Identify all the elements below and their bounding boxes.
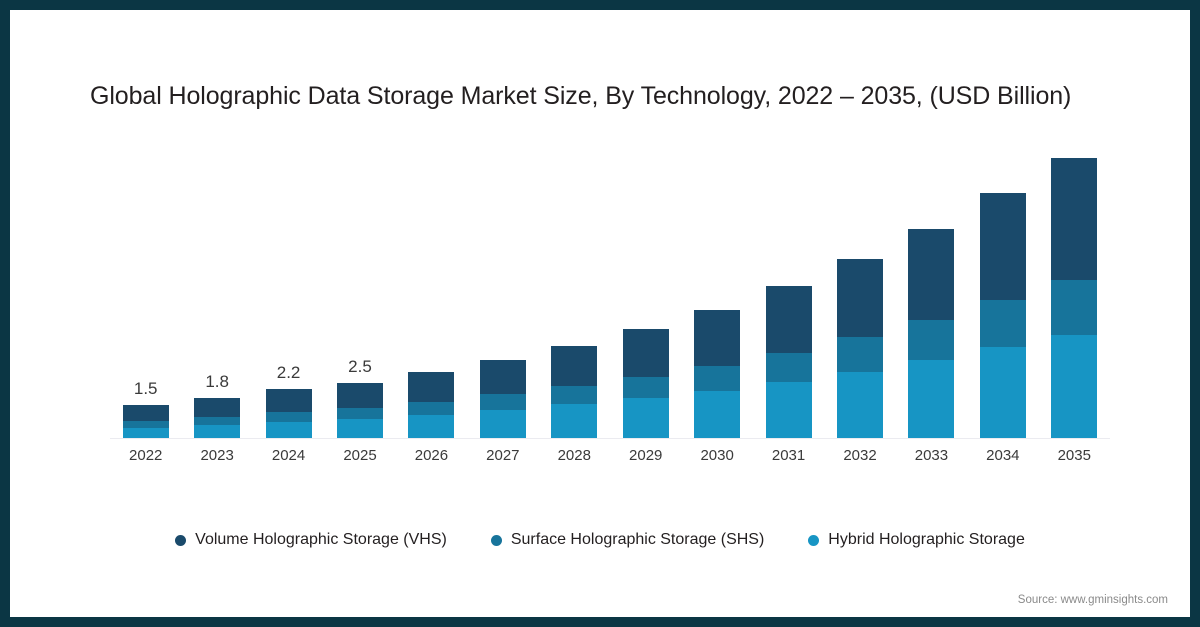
bar-segment-vhs-2025[interactable] [337,382,383,408]
bar-segment-vhs-2035[interactable] [1051,158,1098,281]
bar-segment-vhs-2027[interactable] [479,360,526,395]
bar-segment-hybrid-2026[interactable] [408,414,455,438]
bar-segment-hybrid-2025[interactable] [337,419,383,438]
x-axis-label-2032: 2032 [843,447,877,464]
x-axis-label-2031: 2031 [771,447,806,464]
bar-segment-shs-2027[interactable] [479,394,526,410]
bar-segment-vhs-2028[interactable] [551,345,598,387]
chart-canvas: Global Holographic Data Storage Market S… [10,10,1190,617]
bar-value-label-2023: 1.8 [205,372,229,392]
bar-2030[interactable] [694,309,741,438]
x-axis-label-2025: 2025 [343,447,377,464]
bar-2028[interactable] [551,345,598,438]
bar-2024[interactable]: 2.2 [265,363,312,438]
bar-segment-hybrid-2028[interactable] [551,404,598,438]
x-axis-label-2033: 2033 [914,447,949,464]
legend-label: Hybrid Holographic Storage [828,531,1025,548]
bar-segment-hybrid-2027[interactable] [479,409,526,438]
legend-dot-icon [808,534,820,546]
x-axis-label-2030: 2030 [700,447,734,464]
bar-2022[interactable]: 1.5 [122,379,169,438]
bar-2026[interactable] [408,372,455,438]
bar-segment-hybrid-2035[interactable] [1051,334,1098,438]
bar-segment-shs-2029[interactable] [622,376,669,399]
legend-dot-icon [175,534,187,546]
legend-item-1[interactable]: Surface Holographic Storage (SHS) [490,531,765,549]
bar-segment-vhs-2022[interactable] [122,404,169,421]
bar-segment-shs-2031[interactable] [765,352,812,382]
bar-2034[interactable] [979,193,1026,438]
bar-2032[interactable] [837,259,883,438]
bar-2027[interactable] [479,360,526,438]
bar-segment-vhs-2034[interactable] [979,193,1026,300]
bar-value-label-2025: 2.5 [348,356,372,376]
bar-segment-hybrid-2034[interactable] [979,347,1026,438]
x-axis-label-2024: 2024 [271,447,306,464]
x-axis-label-2026: 2026 [414,447,449,464]
x-axis-label-2027: 2027 [486,447,520,464]
bar-2035[interactable] [1051,158,1098,438]
bar-2023[interactable]: 1.8 [194,372,241,438]
x-axis-label-2035: 2035 [1057,447,1091,464]
x-axis-label-2022: 2022 [129,447,163,464]
bar-2031[interactable] [765,286,812,438]
bar-segment-shs-2034[interactable] [979,299,1026,348]
bar-segment-shs-2022[interactable] [122,421,169,428]
bar-segment-vhs-2030[interactable] [694,309,741,366]
bar-segment-shs-2026[interactable] [408,401,455,415]
legend-item-2[interactable]: Hybrid Holographic Storage [808,531,1025,549]
x-axis-label-2029: 2029 [629,447,663,464]
bar-segment-hybrid-2022[interactable] [122,427,169,438]
bar-segment-shs-2024[interactable] [265,411,312,422]
bar-segment-shs-2033[interactable] [908,319,955,361]
bar-segment-vhs-2029[interactable] [622,329,669,377]
bar-segment-hybrid-2032[interactable] [837,371,883,438]
x-axis-label-2034: 2034 [986,447,1020,464]
bar-segment-shs-2030[interactable] [694,365,741,391]
bar-segment-vhs-2026[interactable] [408,372,455,402]
bar-segment-vhs-2033[interactable] [908,228,955,320]
x-axis-label-2023: 2023 [200,447,234,464]
legend-label: Volume Holographic Storage (VHS) [195,531,447,548]
bar-value-label-2022: 1.5 [133,378,158,398]
legend-item-0[interactable]: Volume Holographic Storage (VHS) [175,531,447,549]
bar-segment-hybrid-2031[interactable] [765,381,812,438]
bar-segment-shs-2032[interactable] [837,337,883,372]
plot-area: 1.5 1.8 2.2 2.5 [110,140,1110,438]
bar-segment-hybrid-2024[interactable] [265,421,312,438]
bar-segment-shs-2025[interactable] [337,407,383,420]
page-title: Global Holographic Data Storage Market S… [90,82,1072,110]
source-attribution: Source: www.gminsights.com [1017,594,1168,606]
legend-dot-icon [490,534,502,546]
bar-segment-vhs-2023[interactable] [194,398,241,418]
bar-2033[interactable] [908,228,955,438]
bar-segment-hybrid-2023[interactable] [194,425,241,438]
bar-segment-shs-2023[interactable] [194,417,241,426]
bar-segment-hybrid-2029[interactable] [622,398,669,438]
bar-segment-shs-2028[interactable] [551,386,598,405]
bar-2025[interactable]: 2.5 [337,357,383,438]
bar-segment-hybrid-2033[interactable] [908,360,955,438]
chart-legend: Volume Holographic Storage (VHS) Surface … [10,531,1190,549]
bar-segment-vhs-2024[interactable] [265,389,312,412]
x-axis-line [110,438,1110,439]
bar-value-label-2024: 2.2 [276,363,301,383]
bar-segment-hybrid-2030[interactable] [694,390,741,438]
bar-segment-shs-2035[interactable] [1051,280,1098,335]
x-axis-label-2028: 2028 [557,447,591,464]
bar-2029[interactable] [622,329,669,438]
bar-segment-vhs-2031[interactable] [765,286,812,353]
bar-segment-vhs-2032[interactable] [837,259,883,338]
legend-label: Surface Holographic Storage (SHS) [510,531,765,548]
